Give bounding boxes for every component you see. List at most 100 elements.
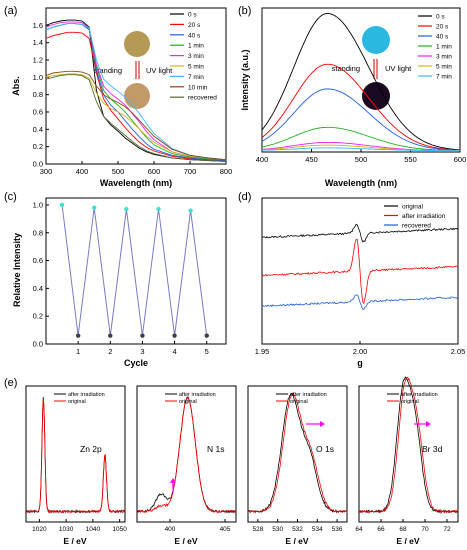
- d-legend-label: after irradiation: [402, 213, 446, 220]
- a-ytick-label: 0.6: [33, 108, 43, 117]
- b-series-line: [262, 147, 460, 152]
- a-xtick-label: 800: [220, 167, 233, 176]
- e-arrow-head: [170, 478, 176, 483]
- panel-a-frame: [45, 7, 227, 165]
- e-xtick-label: 70: [421, 526, 429, 533]
- a-ytick-label: 0.4: [33, 125, 43, 134]
- b-series-line: [261, 63, 461, 151]
- b-legend-label: 1 min: [436, 44, 452, 51]
- panel-e-frame-1: [25, 385, 126, 523]
- d-xtick-label: 2.00: [353, 347, 368, 356]
- panel-e-xlabel-1: E / eV: [63, 536, 86, 546]
- e-xtick-label: 405: [220, 526, 231, 533]
- panel-c-label: (c): [4, 191, 17, 203]
- panel-d-label: (d): [238, 191, 251, 203]
- e-legend-label: after irradiation: [401, 392, 438, 398]
- e-xtick-label: 528: [252, 526, 263, 533]
- b-legend-label: 5 min: [436, 64, 452, 71]
- panel-a: Abs. Wavelength (nm) standing UV light: [11, 7, 227, 188]
- c-cycle-line: [61, 204, 208, 336]
- b-legend-label: 40 s: [436, 34, 449, 41]
- a-legend-label: 20 s: [188, 22, 201, 29]
- a-ytick-label: 1.0: [33, 73, 43, 82]
- d-series-line: [261, 294, 459, 310]
- b-xtick-label: 500: [355, 155, 368, 164]
- panel-e-title-1: Zn 2p: [80, 444, 102, 454]
- c-cycle-point: [92, 205, 97, 210]
- b-legend-label: 7 min: [436, 74, 452, 81]
- a-legend-label: 5 min: [188, 64, 204, 71]
- e-series-line: [136, 396, 237, 514]
- b-legend-label: 3 min: [436, 54, 452, 61]
- d-xtick-label: 2.05: [451, 347, 466, 356]
- a-ytick-label: 0.2: [33, 142, 43, 151]
- a-legend-label: 1 min: [188, 43, 204, 50]
- c-ytick-label: 0.8: [33, 228, 43, 237]
- panel-c: Relative Intensity Cycle: [12, 197, 227, 368]
- a-legend-label: 7 min: [188, 74, 204, 81]
- b-xtick-label: 400: [256, 155, 269, 164]
- panel-e-title-4: Br 3d: [422, 444, 443, 454]
- d-xtick-label: 1.95: [255, 347, 270, 356]
- c-xtick-label: 1: [76, 347, 80, 356]
- a-legend-label: recovered: [188, 95, 217, 102]
- a-legend-label: 10 min: [188, 84, 208, 91]
- c-ytick-label: 0.0: [33, 340, 43, 349]
- c-cycle-point: [156, 206, 161, 212]
- panel-c-xlabel: Cycle: [124, 358, 148, 368]
- a-ytick-label: 0.0: [33, 160, 43, 169]
- a-legend-label: 0 s: [188, 12, 197, 19]
- b-series-line: [261, 13, 461, 151]
- b-xtick-label: 550: [404, 155, 417, 164]
- d-series-line: [261, 238, 459, 305]
- photo-b-standing-circle: [362, 26, 390, 54]
- a-xtick-label: 300: [40, 167, 53, 176]
- c-xtick-label: 3: [140, 347, 144, 356]
- e-series-line: [25, 397, 126, 514]
- panel-b-frame: [261, 7, 461, 153]
- e-legend-label: after irradiation: [290, 392, 327, 398]
- b-xtick-label: 450: [305, 155, 318, 164]
- panel-a-ylabel: Abs.: [11, 76, 21, 96]
- c-ytick-label: 0.4: [33, 284, 43, 293]
- panel-b-xlabel: Wavelength (nm): [325, 178, 397, 188]
- e-xtick-label: 68: [399, 526, 407, 533]
- b-legend-label: 0 s: [436, 14, 445, 21]
- a-ytick-label: 0.8: [33, 90, 43, 99]
- c-ytick-label: 1.0: [33, 200, 43, 209]
- photo-b-uv-circle: [362, 82, 390, 110]
- panel-a-xlabel: Wavelength (nm): [100, 178, 172, 188]
- e-xtick-label: 1030: [59, 526, 74, 533]
- a-series-line: [45, 31, 227, 161]
- d-series-line: [261, 223, 459, 243]
- a-xtick-label: 400: [76, 167, 89, 176]
- b-series-line: [261, 126, 460, 151]
- panel-a-standing-label: standing: [94, 66, 122, 75]
- a-legend-label: 40 s: [188, 32, 201, 39]
- panel-e-title-2: N 1s: [207, 444, 224, 454]
- e-xtick-label: 532: [292, 526, 303, 533]
- photo-uv-circle: [124, 83, 150, 109]
- c-cycle-point: [108, 333, 113, 338]
- c-cycle-point: [124, 206, 129, 212]
- e-series-line: [358, 377, 459, 514]
- e-xtick-label: 64: [355, 526, 363, 533]
- panel-e-xlabel-2: E / eV: [174, 536, 197, 546]
- panel-e-title-3: O 1s: [316, 444, 334, 454]
- c-xtick-label: 4: [172, 347, 176, 356]
- e-xtick-label: 534: [312, 526, 323, 533]
- c-cycle-point: [59, 202, 65, 208]
- c-ytick-label: 0.6: [33, 256, 43, 265]
- panel-e: E / eV E / eV E / eV E / eV Zn 2p N 1s O…: [25, 385, 459, 546]
- c-ytick-label: 0.2: [33, 312, 43, 321]
- panel-a-label: (a): [4, 5, 17, 17]
- photo-standing-circle: [124, 31, 150, 57]
- c-xtick-label: 2: [108, 347, 112, 356]
- e-legend-label: original: [68, 399, 86, 405]
- panel-e-frame-4: [358, 385, 459, 523]
- e-legend-label: original: [290, 399, 308, 405]
- e-xtick-label: 72: [443, 526, 451, 533]
- panel-e-frame-2: [136, 385, 237, 523]
- e-xtick-label: 1040: [86, 526, 101, 533]
